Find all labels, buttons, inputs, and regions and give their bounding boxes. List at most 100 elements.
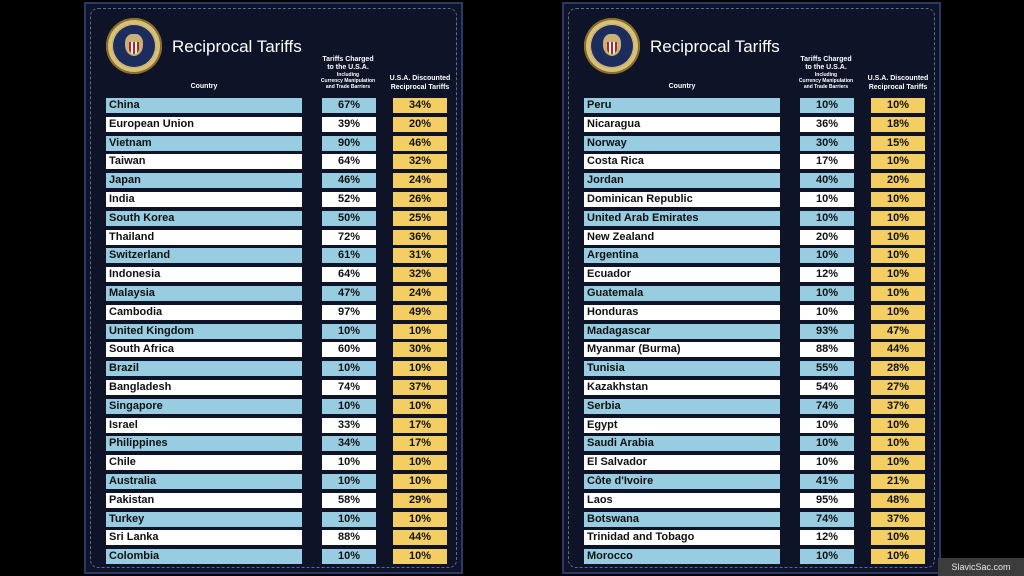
table-row: Vietnam 90% 46% (106, 134, 456, 153)
tariff-charged-cell: 12% (800, 267, 854, 283)
discounted-tariff-cell: 10% (393, 473, 447, 489)
discounted-tariff-cell: 15% (871, 135, 925, 151)
tariff-charged-cell: 30% (800, 135, 854, 151)
discounted-tariff-cell: 36% (393, 229, 447, 245)
country-cell: China (106, 98, 302, 113)
table-row: Myanmar (Burma) 88% 44% (584, 340, 934, 359)
table-row: Chile 10% 10% (106, 453, 456, 472)
column-header-discounted-tariffs: U.S.A. Discounted Reciprocal Tariffs (867, 75, 929, 91)
table-row: Australia 10% 10% (106, 472, 456, 491)
discounted-tariff-cell: 25% (393, 210, 447, 226)
table-row: Colombia 10% 10% (106, 547, 456, 566)
tariff-charged-cell: 10% (800, 304, 854, 320)
table-row: Sri Lanka 88% 44% (106, 528, 456, 547)
table-row: Madagascar 93% 47% (584, 322, 934, 341)
discounted-tariff-cell: 10% (393, 398, 447, 414)
discounted-tariff-cell: 34% (393, 98, 447, 113)
table-row: Turkey 10% 10% (106, 510, 456, 529)
column-header-country: Country (190, 83, 218, 90)
table-row: United Kingdom 10% 10% (106, 322, 456, 341)
country-cell: Pakistan (106, 492, 302, 508)
country-cell: India (106, 191, 302, 207)
country-cell: Dominican Republic (584, 191, 780, 207)
discounted-tariff-cell: 10% (871, 530, 925, 546)
discounted-tariff-cell: 10% (393, 455, 447, 471)
table-row: Nicaragua 36% 18% (584, 115, 934, 134)
discounted-tariff-cell: 46% (393, 135, 447, 151)
discounted-tariff-cell: 32% (393, 154, 447, 170)
table-row: Ecuador 12% 10% (584, 265, 934, 284)
tariff-charged-cell: 72% (322, 229, 376, 245)
country-cell: Malaysia (106, 285, 302, 301)
table-row: Taiwan 64% 32% (106, 152, 456, 171)
discounted-tariff-cell: 10% (871, 267, 925, 283)
table-row: European Union 39% 20% (106, 115, 456, 134)
table-row: China 67% 34% (106, 96, 456, 115)
table-row: Bangladesh 74% 37% (106, 378, 456, 397)
discounted-tariff-cell: 10% (871, 229, 925, 245)
discounted-tariff-cell: 10% (393, 361, 447, 377)
table-row: Botswana 74% 37% (584, 510, 934, 529)
tariff-charged-cell: 10% (322, 511, 376, 527)
tariff-charged-cell: 10% (800, 455, 854, 471)
country-cell: Costa Rica (584, 154, 780, 170)
discounted-tariff-cell: 21% (871, 473, 925, 489)
watermark: SlavicSac.com (938, 558, 1024, 576)
country-cell: Singapore (106, 398, 302, 414)
discounted-tariff-cell: 32% (393, 267, 447, 283)
table-row: Jordan 40% 20% (584, 171, 934, 190)
country-cell: Peru (584, 98, 780, 113)
discounted-tariff-cell: 17% (393, 417, 447, 433)
tariff-charged-cell: 36% (800, 116, 854, 132)
discounted-tariff-cell: 10% (871, 549, 925, 565)
tariff-charged-cell: 46% (322, 173, 376, 189)
table-row: Serbia 74% 37% (584, 397, 934, 416)
tariff-charged-cell: 88% (322, 530, 376, 546)
tariff-charged-cell: 12% (800, 530, 854, 546)
tariff-charged-cell: 10% (800, 98, 854, 113)
country-cell: South Africa (106, 342, 302, 358)
country-cell: Egypt (584, 417, 780, 433)
tariff-charged-cell: 20% (800, 229, 854, 245)
tariff-charged-cell: 93% (800, 323, 854, 339)
tariff-charged-cell: 10% (322, 323, 376, 339)
country-cell: Côte d'Ivoire (584, 473, 780, 489)
table-row: Trinidad and Tobago 12% 10% (584, 528, 934, 547)
country-cell: Tunisia (584, 361, 780, 377)
table-row: Laos 95% 48% (584, 491, 934, 510)
discounted-tariff-cell: 49% (393, 304, 447, 320)
tariff-charged-cell: 74% (800, 398, 854, 414)
country-cell: Indonesia (106, 267, 302, 283)
country-cell: Australia (106, 473, 302, 489)
discounted-tariff-cell: 10% (871, 436, 925, 452)
discounted-tariff-cell: 10% (871, 304, 925, 320)
discounted-tariff-cell: 37% (393, 379, 447, 395)
discounted-tariff-cell: 28% (871, 361, 925, 377)
country-cell: Laos (584, 492, 780, 508)
tariff-charged-cell: 52% (322, 191, 376, 207)
country-cell: Japan (106, 173, 302, 189)
discounted-tariff-cell: 29% (393, 492, 447, 508)
tariff-charged-cell: 64% (322, 154, 376, 170)
table-row: Morocco 10% 10% (584, 547, 934, 566)
tariff-charged-cell: 50% (322, 210, 376, 226)
country-cell: Turkey (106, 511, 302, 527)
tariff-charged-cell: 67% (322, 98, 376, 113)
table-row: Kazakhstan 54% 27% (584, 378, 934, 397)
discounted-tariff-cell: 10% (393, 511, 447, 527)
tariff-rows-right: Peru 10% 10% Nicaragua 36% 18% Norway 30% 15% Cos… (584, 96, 934, 566)
country-cell: Kazakhstan (584, 379, 780, 395)
tariff-charged-cell: 90% (322, 135, 376, 151)
tariff-charged-cell: 74% (322, 379, 376, 395)
column-header-tariffs-charged: Tariffs Charged to the U.S.A. Including … (798, 56, 854, 90)
table-row: New Zealand 20% 10% (584, 228, 934, 247)
tariff-charged-cell: 88% (800, 342, 854, 358)
table-row: United Arab Emirates 10% 10% (584, 209, 934, 228)
table-row: Tunisia 55% 28% (584, 359, 934, 378)
table-row: Saudi Arabia 10% 10% (584, 434, 934, 453)
tariff-charged-cell: 74% (800, 511, 854, 527)
table-row: Philippines 34% 17% (106, 434, 456, 453)
discounted-tariff-cell: 44% (393, 530, 447, 546)
country-cell: Myanmar (Burma) (584, 342, 780, 358)
tariff-charged-cell: 60% (322, 342, 376, 358)
